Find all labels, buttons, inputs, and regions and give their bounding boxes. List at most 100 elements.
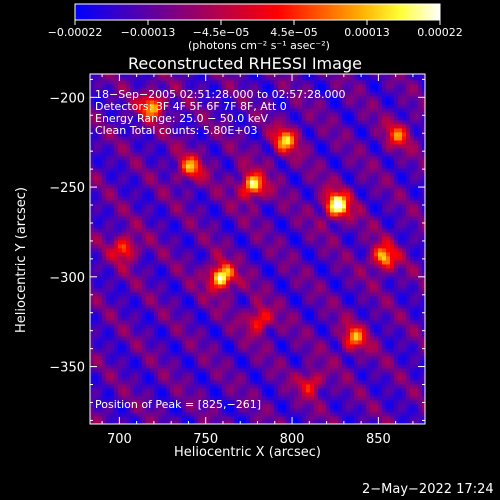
heatmap-cell: [274, 376, 279, 381]
heatmap-cell: [326, 316, 331, 321]
heatmap-cell: [174, 412, 179, 417]
heatmap-cell: [362, 304, 367, 309]
heatmap-cell: [150, 268, 155, 273]
heatmap-cell: [290, 364, 295, 369]
heatmap-cell: [382, 236, 387, 241]
heatmap-cell: [174, 332, 179, 337]
heatmap-cell: [194, 420, 199, 424]
heatmap-cell: [350, 260, 355, 265]
heatmap-cell: [222, 328, 227, 333]
heatmap-cell: [258, 388, 263, 393]
heatmap-cell: [422, 356, 425, 361]
heatmap-cell: [198, 304, 203, 309]
heatmap-cell: [302, 232, 307, 237]
heatmap-cell: [90, 264, 95, 269]
heatmap-cell: [98, 276, 103, 281]
heatmap-cell: [354, 188, 359, 193]
heatmap-cell: [334, 404, 339, 409]
heatmap-cell: [366, 232, 371, 237]
heatmap-cell: [318, 360, 323, 365]
heatmap-cell: [98, 332, 103, 337]
heatmap-cell: [390, 248, 395, 253]
heatmap-cell: [146, 280, 151, 285]
heatmap-cell: [202, 416, 207, 421]
heatmap-cell: [194, 336, 199, 341]
heatmap-cell: [102, 360, 107, 365]
heatmap-cell: [370, 320, 375, 325]
heatmap-cell: [338, 336, 343, 341]
heatmap-cell: [210, 336, 215, 341]
heatmap-cell: [422, 204, 425, 209]
heatmap-cell: [366, 196, 371, 201]
heatmap-cell: [402, 212, 407, 217]
heatmap-cell: [290, 344, 295, 349]
heatmap-cell: [242, 364, 247, 369]
colorbar-tick-label: −0.00022: [48, 26, 103, 39]
heatmap-cell: [206, 352, 211, 357]
heatmap-cell: [398, 416, 403, 421]
heatmap-cell: [222, 200, 227, 205]
heatmap-cell: [322, 264, 327, 269]
heatmap-cell: [110, 252, 115, 257]
heatmap-cell: [378, 236, 383, 241]
heatmap-cell: [410, 384, 415, 389]
heatmap-cell: [314, 244, 319, 249]
heatmap-cell: [394, 408, 399, 413]
heatmap-cell: [254, 392, 259, 397]
heatmap-cell: [358, 244, 363, 249]
heatmap-cell: [410, 308, 415, 313]
heatmap-cell: [310, 328, 315, 333]
heatmap-cell: [326, 412, 331, 417]
heatmap-cell: [402, 284, 407, 289]
heatmap-cell: [418, 324, 423, 329]
heatmap-cell: [218, 408, 223, 413]
heatmap-cell: [366, 404, 371, 409]
heatmap-cell: [342, 344, 347, 349]
heatmap-cell: [238, 188, 243, 193]
heatmap-cell: [226, 232, 231, 237]
heatmap-cell: [214, 308, 219, 313]
heatmap-cell: [338, 396, 343, 401]
heatmap-cell: [178, 412, 183, 417]
heatmap-cell: [370, 380, 375, 385]
heatmap-cell: [402, 196, 407, 201]
heatmap-cell: [218, 240, 223, 245]
heatmap-cell: [166, 256, 171, 261]
heatmap-cell: [126, 380, 131, 385]
heatmap-cell: [422, 228, 425, 233]
heatmap-cell: [326, 224, 331, 229]
heatmap-cell: [250, 268, 255, 273]
heatmap-cell: [150, 200, 155, 205]
heatmap-cell: [106, 268, 111, 273]
heatmap-cell: [230, 196, 235, 201]
heatmap-cell: [198, 336, 203, 341]
heatmap-cell: [182, 308, 187, 313]
heatmap-cell: [230, 304, 235, 309]
heatmap-cell: [266, 296, 271, 301]
heatmap-cell: [410, 296, 415, 301]
heatmap-cell: [402, 384, 407, 389]
heatmap-cell: [210, 340, 215, 345]
heatmap-cell: [290, 408, 295, 413]
heatmap-cell: [330, 188, 335, 193]
heatmap-cell: [406, 280, 411, 285]
heatmap-cell: [294, 240, 299, 245]
heatmap-cell: [178, 352, 183, 357]
heatmap-cell: [390, 204, 395, 209]
heatmap-cell: [246, 408, 251, 413]
heatmap-cell: [334, 380, 339, 385]
heatmap-cell: [366, 416, 371, 421]
heatmap-cell: [350, 364, 355, 369]
heatmap-cell: [166, 204, 171, 209]
heatmap-cell: [250, 416, 255, 421]
heatmap-cell: [282, 272, 287, 277]
heatmap-cell: [338, 224, 343, 229]
heatmap-cell: [294, 200, 299, 205]
heatmap-cell: [182, 292, 187, 297]
heatmap-cell: [246, 192, 251, 197]
heatmap-cell: [98, 356, 103, 361]
heatmap-cell: [362, 356, 367, 361]
heatmap-cell: [322, 408, 327, 413]
heatmap-cell: [414, 256, 419, 261]
heatmap-cell: [342, 360, 347, 365]
